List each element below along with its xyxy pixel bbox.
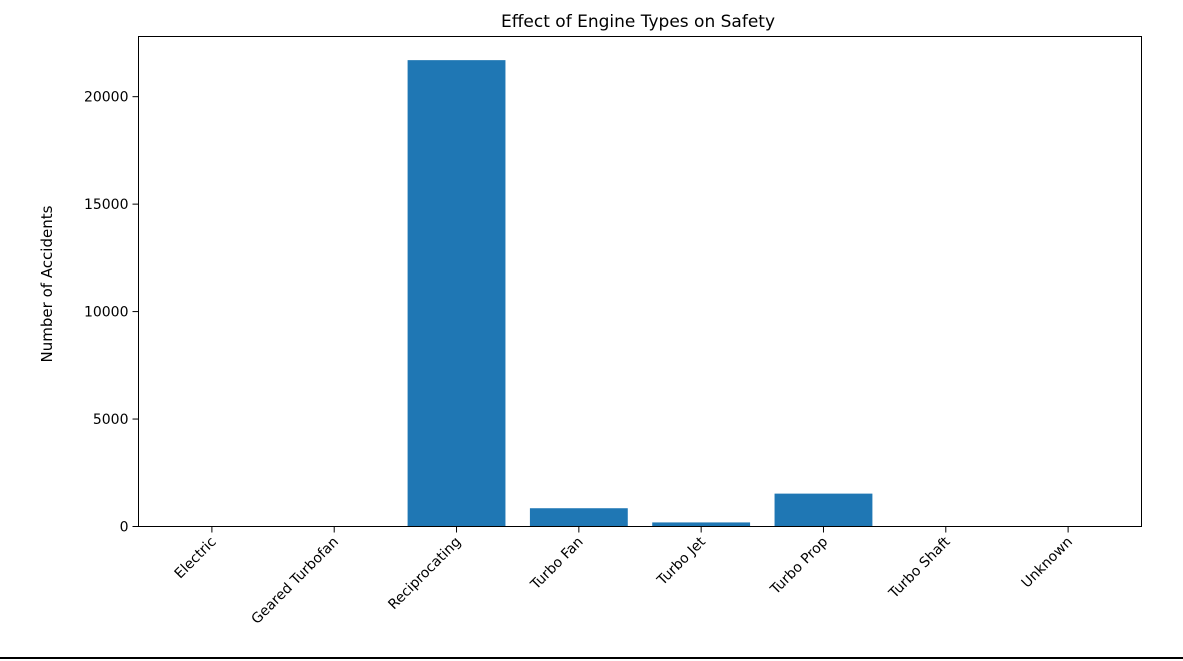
- x-axis-ticks: Electric Geared Turbofan Reciprocating Turb…: [172, 526, 1076, 628]
- x-tick-label-turbo-jet: Turbo Jet: [654, 534, 710, 590]
- x-tick-label-electric: Electric: [172, 534, 220, 582]
- plot-frame: [138, 36, 1142, 527]
- bar-turbo-jet: [652, 522, 751, 527]
- x-tick-label-turbo-prop: Turbo Prop: [767, 534, 831, 598]
- x-tick-label-geared-turbofan: Geared Turbofan: [248, 534, 342, 628]
- x-tick-label-turbo-shaft: Turbo Shaft: [885, 534, 954, 603]
- y-tick-label: 5000: [93, 412, 129, 428]
- bar-turbo-prop: [774, 493, 873, 527]
- bottom-rule: [0, 657, 1183, 659]
- y-tick-label: 10000: [84, 305, 129, 321]
- y-axis-label: Number of Accidents: [38, 205, 56, 362]
- y-tick-label: 15000: [84, 197, 129, 213]
- x-tick-label-unknown: Unknown: [1019, 534, 1076, 591]
- bar-turbo-fan: [529, 508, 628, 527]
- chart-title: Effect of Engine Types on Safety: [501, 12, 775, 32]
- x-tick-label-reciprocating: Reciprocating: [385, 534, 464, 613]
- y-axis-ticks: 0 5000 10000 15000 20000: [84, 90, 139, 536]
- y-tick-label: 0: [120, 520, 129, 536]
- y-tick-label: 20000: [84, 90, 129, 106]
- bar-reciprocating: [407, 60, 506, 527]
- x-tick-label-turbo-fan: Turbo Fan: [527, 534, 587, 594]
- bars-group: [162, 60, 1118, 527]
